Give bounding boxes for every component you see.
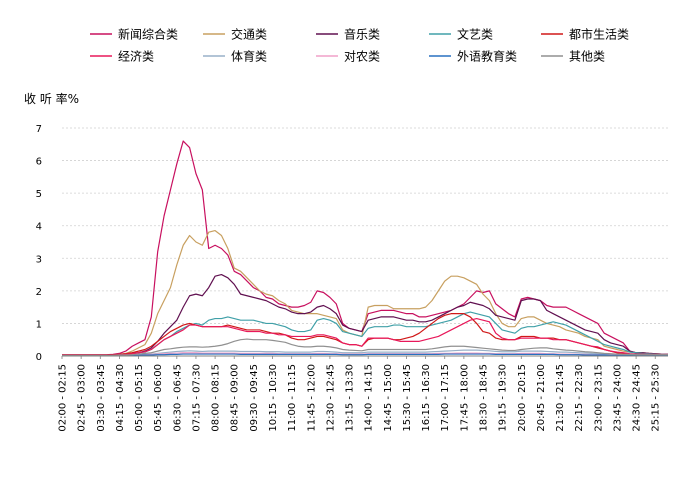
y-tick-label-2: 2 [36,287,42,298]
x-tick-label: 07:15 - 07:30 [191,364,202,432]
x-tick-label: 10:15 - 10:30 [268,364,279,432]
legend-label: 新闻综合类 [118,27,178,42]
x-tick-label: 04:15 - 04:30 [115,364,126,432]
x-tick-label: 19:15 - 19:30 [498,364,509,432]
x-tick-label: 02:45 - 03:00 [77,364,88,432]
x-tick-label: 20:00 - 20:15 [517,364,528,432]
x-tick-label: 17:00 - 17:15 [440,364,451,432]
x-tick-label: 13:15 - 13:30 [345,364,356,432]
y-tick-label-7: 7 [36,124,42,135]
series-lines [62,140,669,357]
x-tick-label: 03:30 - 03:45 [96,364,107,432]
x-tick-label: 05:45 - 06:00 [153,364,164,432]
series-line-10 [62,338,668,356]
legend-label: 文艺类 [457,27,493,42]
x-tick-label: 02:00 - 02:15 [58,364,69,432]
x-tick-label: 09:30 - 09:45 [249,364,260,432]
x-tick-label: 12:30 - 12:45 [325,364,336,432]
y-tick-label-1: 1 [36,319,42,330]
series-line-6 [62,317,668,356]
x-tick-label: 20:45 - 21:00 [536,364,547,432]
legend-label: 音乐类 [344,27,380,42]
y-axis-label: 收 听 率% [24,91,79,106]
legend-label: 其他类 [569,50,605,64]
x-tick-label: 14:45 - 15:00 [383,364,394,432]
y-axis-ticks: 0 1 2 3 4 5 6 7 [36,124,42,363]
x-tick-label: 24:30 - 24:45 [632,364,643,432]
series-line-9 [62,353,668,357]
x-tick-label: 16:15 - 16:30 [421,364,432,432]
x-tick-label: 06:30 - 06:45 [172,364,183,432]
y-tick-label-6: 6 [36,157,42,168]
x-tick-label: 22:15 - 22:30 [574,364,585,432]
x-tick-label: 18:30 - 18:45 [479,364,490,432]
legend-label: 对农类 [344,50,380,64]
x-tick-label: 05:00 - 05:15 [134,364,145,432]
x-tick-label: 23:00 - 23:15 [593,364,604,432]
gridlines [62,127,668,324]
x-axis-ticks: 02:00 - 02:15 02:45 - 03:00 03:30 - 03:45 0… [58,356,662,432]
y-tick-label-4: 4 [36,222,42,233]
legend-label: 都市生活类 [569,27,629,42]
x-tick-label: 23:45 - 24:00 [612,364,623,432]
y-tick-label-3: 3 [36,254,42,265]
x-tick-label: 08:00 - 08:15 [211,364,222,432]
legend-label: 外语教育类 [457,49,517,64]
series-line-3 [62,273,668,356]
series-line-7 [62,349,668,357]
x-tick-label: 17:45 - 18:00 [459,364,470,432]
x-tick-label: 11:00 - 11:15 [287,364,298,432]
y-tick-label-0: 0 [36,352,42,363]
x-tick-label: 21:30 - 21:45 [555,364,566,432]
legend-label: 体育类 [231,49,267,64]
x-tick-label: 15:30 - 15:45 [402,364,413,432]
y-tick-label-5: 5 [36,189,42,200]
x-tick-label: 14:00 - 14:15 [364,364,375,432]
legend-label: 交通类 [231,27,267,42]
x-tick-label: 11:45 - 12:00 [306,364,317,432]
series-line-8 [62,352,668,357]
x-tick-label: 08:45 - 09:00 [230,364,241,432]
series-line-2 [62,230,668,356]
legend-label: 经济类 [118,49,154,64]
x-tick-label: 25:15 - 25:30 [651,364,662,432]
